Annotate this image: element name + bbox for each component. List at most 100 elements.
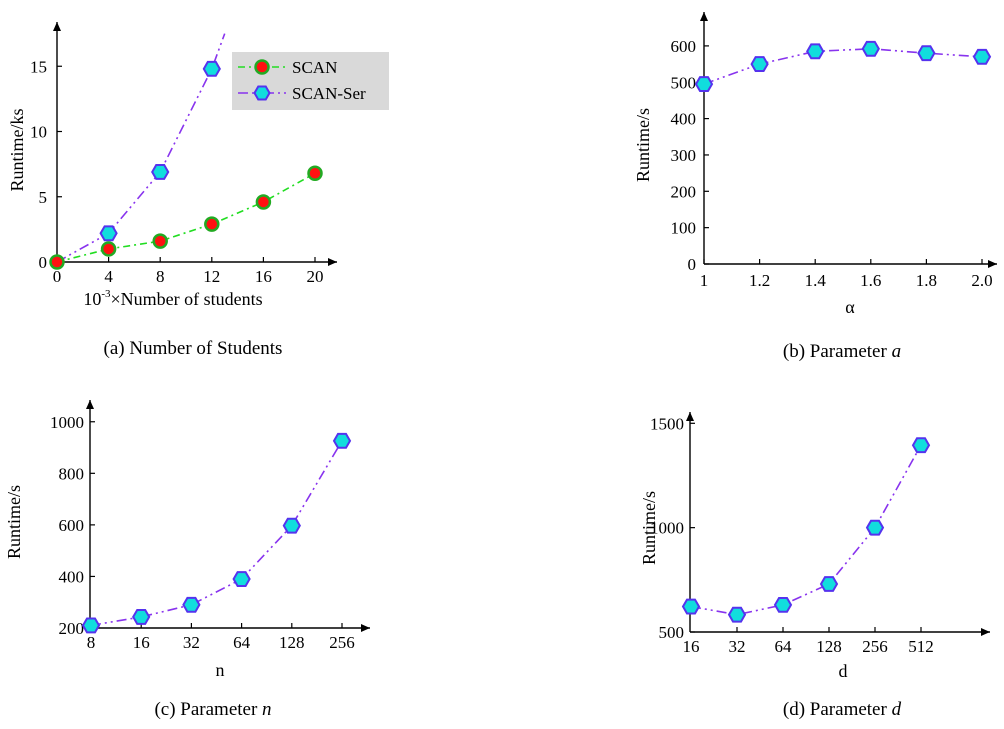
data-point-scan-ser <box>202 60 221 77</box>
x-tick-label-b: 2.0 <box>971 271 992 290</box>
y-tick-label-a: 0 <box>39 253 48 272</box>
data-point-scan-ser <box>99 225 118 242</box>
y-axis-label-c: Runtime/s <box>4 485 24 559</box>
x-tick-label-c: 32 <box>183 633 200 652</box>
y-tick-label-b: 500 <box>671 73 697 92</box>
y-tick-label-a: 15 <box>30 57 47 76</box>
caption-a: (a) Number of Students <box>104 338 283 359</box>
series-lines-d <box>690 444 922 616</box>
x-tick-label-c: 16 <box>133 633 150 652</box>
y-tick-label-b: 200 <box>671 182 697 201</box>
data-point-c <box>332 432 352 449</box>
x-tick-label-c: 128 <box>279 633 305 652</box>
data-point-b <box>861 40 880 57</box>
x-axis-label-a-exponent: -3 <box>101 288 111 300</box>
y-tick-label-c: 1000 <box>50 413 84 432</box>
data-point-d <box>681 598 701 615</box>
data-point-b <box>806 43 825 60</box>
chart-panel-a: 0 5 10 15 0 4 8 12 16 20 SCAN SCAN-Ser Runtime/ks… <box>7 22 389 359</box>
caption-b-text: (b) Parameter <box>783 341 892 362</box>
data-point-d <box>865 519 885 536</box>
chart-panel-b: 0 100 200 300 400 500 600 1 1.2 1.4 1.6 1.8 2.0 Runt… <box>633 12 997 362</box>
x-tick-label-d: 512 <box>908 637 934 656</box>
legend-marker-scan-ser <box>253 85 271 101</box>
data-point-scan <box>255 194 272 210</box>
data-points-b <box>694 40 992 92</box>
x-tick-label-c: 64 <box>233 633 251 652</box>
data-points-c <box>81 432 352 634</box>
x-tick-label-d: 128 <box>816 637 842 656</box>
caption-d: (d) Parameter d <box>783 699 902 720</box>
y-tick-label-c: 200 <box>59 619 85 638</box>
series-lines-b <box>703 48 983 85</box>
legend-label-scan: SCAN <box>292 58 337 77</box>
caption-c-param: n <box>262 699 272 720</box>
data-point-d <box>727 606 747 623</box>
data-point-d <box>911 437 931 454</box>
data-point-b <box>750 56 769 72</box>
legend-label-scan-ser: SCAN-Ser <box>292 84 366 103</box>
y-tick-label-d: 500 <box>659 623 685 642</box>
y-tick-label-b: 400 <box>671 110 697 129</box>
y-tick-label-b: 100 <box>671 219 697 238</box>
y-tick-label-b: 0 <box>688 255 697 274</box>
data-point-c <box>282 517 301 534</box>
x-tick-label-a: 4 <box>104 267 113 286</box>
data-point-b <box>694 76 714 92</box>
x-axis-label-a: 10-3×Number of students <box>83 288 262 309</box>
axes-d: 500 1000 1500 16 32 64 128 256 512 <box>650 412 990 656</box>
y-tick-label-b: 600 <box>671 37 697 56</box>
data-points-a <box>49 60 323 270</box>
data-point-b <box>972 48 992 65</box>
y-tick-label-d: 1500 <box>650 414 684 433</box>
caption-b: (b) Parameter a <box>783 341 901 362</box>
data-point-scan <box>100 241 117 257</box>
x-axis-label-a-base: 10 <box>83 289 101 309</box>
axes-c: 200 400 600 800 1000 8 16 32 64 128 256 <box>50 400 370 652</box>
x-tick-label-d: 64 <box>775 637 793 656</box>
y-tick-label-b: 300 <box>671 146 697 165</box>
caption-d-text: (d) Parameter <box>783 699 892 720</box>
caption-c-text: (c) Parameter <box>154 699 262 720</box>
y-tick-label-c: 400 <box>59 567 85 586</box>
data-point-d <box>773 596 793 613</box>
x-tick-label-b: 1.4 <box>805 271 827 290</box>
series-line-scan-ser <box>56 33 226 263</box>
x-axis-label-d: d <box>839 661 848 681</box>
data-point-c <box>132 608 151 625</box>
x-tick-label-a: 12 <box>203 267 220 286</box>
data-point-scan <box>49 254 65 270</box>
y-axis-label-b: Runtime/s <box>633 108 653 182</box>
x-tick-label-b: 1.8 <box>916 271 937 290</box>
x-tick-label-d: 32 <box>729 637 746 656</box>
series-line-d <box>690 444 922 616</box>
x-tick-label-d: 256 <box>862 637 888 656</box>
legend-marker-scan <box>254 59 270 75</box>
y-tick-label-a: 5 <box>39 188 48 207</box>
x-tick-label-a: 16 <box>255 267 272 286</box>
data-point-scan <box>307 165 323 182</box>
caption-d-param: d <box>892 699 902 720</box>
data-point-scan-ser <box>151 164 170 180</box>
series-line-scan <box>56 172 316 263</box>
x-tick-label-a: 8 <box>156 267 165 286</box>
caption-c: (c) Parameter n <box>154 699 271 720</box>
series-line-c <box>90 440 343 627</box>
axes-b: 0 100 200 300 400 500 600 1 1.2 1.4 1.6 1.8 2.0 <box>671 12 997 290</box>
y-tick-label-c: 800 <box>59 464 85 483</box>
data-points-d <box>681 437 931 623</box>
x-axis-label-c: n <box>216 660 225 680</box>
legend-a: SCAN SCAN-Ser <box>232 52 389 110</box>
x-tick-label-c: 256 <box>329 633 355 652</box>
data-point-c <box>232 571 251 587</box>
chart-panel-d: 500 1000 1500 16 32 64 128 256 512 Runtime/s d (… <box>639 412 990 720</box>
x-tick-label-d: 16 <box>683 637 700 656</box>
data-point-d <box>819 576 839 592</box>
x-tick-label-b: 1 <box>700 271 709 290</box>
caption-b-param: a <box>892 341 902 362</box>
x-tick-label-a: 20 <box>307 267 324 286</box>
x-tick-label-b: 1.6 <box>860 271 881 290</box>
y-tick-label-c: 600 <box>59 516 85 535</box>
